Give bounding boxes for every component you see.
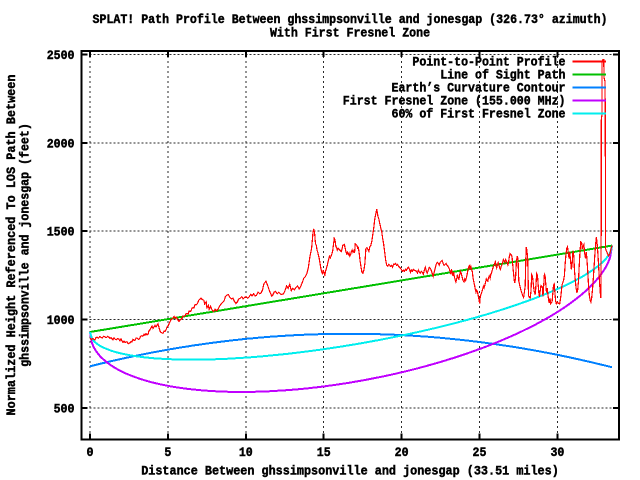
svg-text:Distance Between ghssimpsonvil: Distance Between ghssimpsonville and jon…	[141, 464, 559, 479]
svg-text:Point-to-Point Profile: Point-to-Point Profile	[412, 55, 565, 70]
svg-text:2000: 2000	[47, 136, 75, 151]
svg-text:SPLAT! Path Profile Between gh: SPLAT! Path Profile Between ghssimpsonvi…	[93, 12, 608, 27]
svg-text:1000: 1000	[47, 313, 75, 328]
svg-text:2500: 2500	[47, 48, 75, 63]
svg-text:10: 10	[239, 445, 253, 460]
svg-text:15: 15	[317, 445, 331, 460]
svg-text:60% of First Fresnel Zone: 60% of First Fresnel Zone	[392, 107, 566, 122]
svg-text:With First Fresnel Zone: With First Fresnel Zone	[270, 26, 430, 41]
svg-text:5: 5	[164, 445, 171, 460]
svg-text:Earth’s Curvature Contour: Earth’s Curvature Contour	[392, 81, 566, 96]
svg-text:0: 0	[87, 445, 94, 460]
svg-text:30: 30	[550, 445, 564, 460]
svg-text:Line of Sight Path: Line of Sight Path	[440, 68, 565, 83]
svg-text:20: 20	[395, 445, 409, 460]
svg-text:25: 25	[473, 445, 487, 460]
svg-text:ghssimpsonville and jonesgap (: ghssimpsonville and jonesgap (feet)	[17, 123, 32, 367]
svg-text:First Fresnel Zone (155.000 MH: First Fresnel Zone (155.000 MHz)	[343, 94, 566, 109]
svg-text:Normalized Height Referenced T: Normalized Height Referenced To LOS Path…	[4, 74, 19, 415]
svg-text:1500: 1500	[47, 225, 75, 240]
svg-text:500: 500	[54, 401, 75, 416]
